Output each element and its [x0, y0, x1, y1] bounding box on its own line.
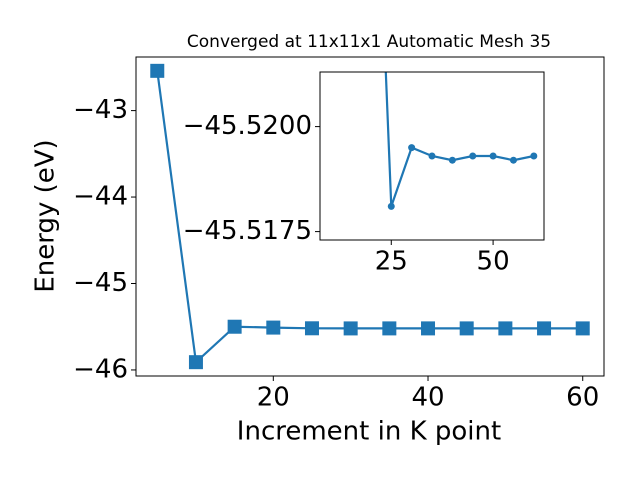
marker: [343, 321, 358, 336]
marker: [469, 152, 477, 160]
marker: [498, 321, 513, 336]
marker: [575, 321, 590, 336]
marker: [530, 152, 538, 160]
y-tick-label: −45: [73, 268, 128, 298]
y-tick-label: −46: [73, 354, 128, 384]
marker: [304, 321, 319, 336]
y-tick-label: −44: [73, 182, 128, 212]
x-tick-label: 20: [257, 383, 290, 413]
x-tick-label: 50: [477, 247, 510, 277]
marker: [459, 321, 474, 336]
marker: [266, 320, 281, 335]
marker: [489, 152, 497, 160]
marker: [227, 319, 242, 334]
y-axis-label: Energy (eV): [31, 139, 61, 292]
plot-clip: [150, 63, 590, 370]
marker: [448, 156, 456, 164]
chart-title: Converged at 11x11x1 Automatic Mesh 35: [187, 32, 551, 52]
plot-frame: [135, 56, 605, 377]
plot-frame: [319, 71, 545, 241]
marker: [537, 321, 552, 336]
marker: [387, 202, 395, 210]
y-tick-label: −45.5175: [183, 216, 312, 246]
y-tick-label: −43: [73, 95, 128, 125]
x-tick-label: 60: [566, 383, 599, 413]
x-axis-label: Increment in K point: [237, 417, 501, 447]
marker: [408, 144, 416, 152]
marker: [509, 156, 517, 164]
marker: [382, 321, 397, 336]
plot-clip: [384, 72, 538, 210]
marker: [150, 63, 165, 78]
marker: [188, 355, 203, 370]
y-tick-label: −45.5200: [183, 111, 312, 141]
marker: [421, 321, 436, 336]
x-tick-label: 25: [375, 247, 408, 277]
x-tick-label: 40: [411, 383, 444, 413]
marker: [428, 152, 436, 160]
